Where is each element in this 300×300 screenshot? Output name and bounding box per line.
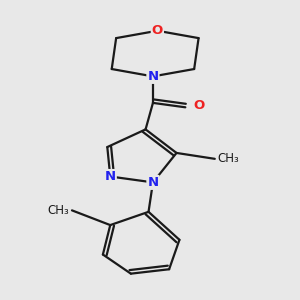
Text: N: N — [105, 170, 116, 183]
Text: N: N — [147, 176, 158, 189]
Text: CH₃: CH₃ — [47, 204, 69, 217]
Text: O: O — [152, 24, 163, 37]
Text: O: O — [193, 99, 204, 112]
Text: CH₃: CH₃ — [217, 152, 239, 165]
Text: N: N — [147, 70, 158, 83]
